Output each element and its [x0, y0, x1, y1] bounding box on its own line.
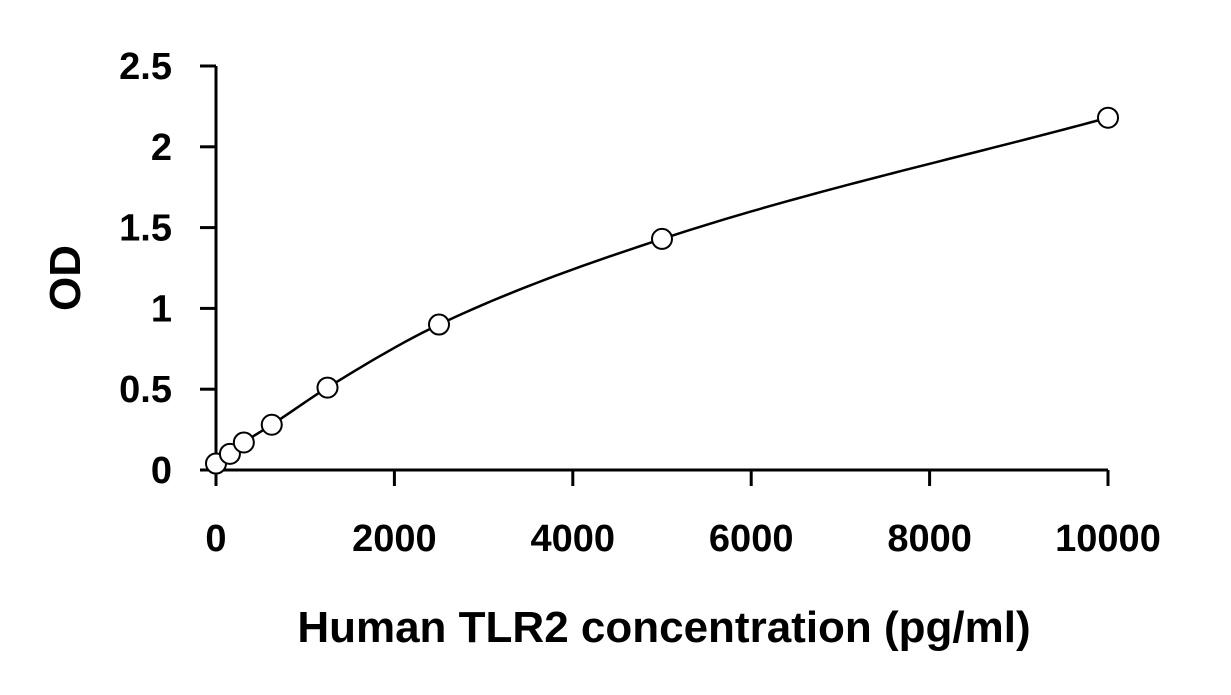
x-axis: 0 2000 4000 6000 8000 10000: [205, 468, 1161, 560]
x-ticks: [214, 470, 1110, 486]
data-point: [428, 313, 450, 336]
data-point: [232, 431, 255, 454]
y-tick-label: 2: [151, 127, 172, 169]
y-tick-labels: 0 0.5 1 1.5 2 2.5: [119, 46, 172, 492]
x-tick-label: 8000: [887, 518, 972, 560]
y-tick-label: 1.5: [119, 208, 172, 250]
y-tick-label: 2.5: [119, 46, 172, 88]
x-tick-label: 6000: [709, 518, 794, 560]
data-point: [316, 376, 339, 399]
x-tick-label: 4000: [531, 518, 616, 560]
data-points: [205, 106, 1119, 475]
y-tick-label: 1: [151, 288, 172, 330]
data-point: [260, 413, 283, 436]
x-tick-label: 10000: [1055, 518, 1161, 560]
data-point: [1097, 106, 1119, 129]
x-axis-title: Human TLR2 concentration (pg/ml): [297, 603, 1030, 652]
y-axis: 0 0.5 1 1.5 2 2.5: [119, 46, 218, 492]
plot-area: [205, 106, 1119, 475]
fit-curve: [215, 116, 1109, 465]
x-tick-labels: 0 2000 4000 6000 8000 10000: [205, 518, 1160, 560]
y-tick-label: 0: [151, 450, 172, 492]
y-axis-title: OD: [41, 245, 90, 311]
y-ticks: [200, 64, 216, 472]
data-point: [651, 227, 673, 250]
x-tick-label: 2000: [352, 518, 437, 560]
y-tick-label: 0.5: [119, 369, 172, 411]
x-tick-label: 0: [205, 518, 226, 560]
